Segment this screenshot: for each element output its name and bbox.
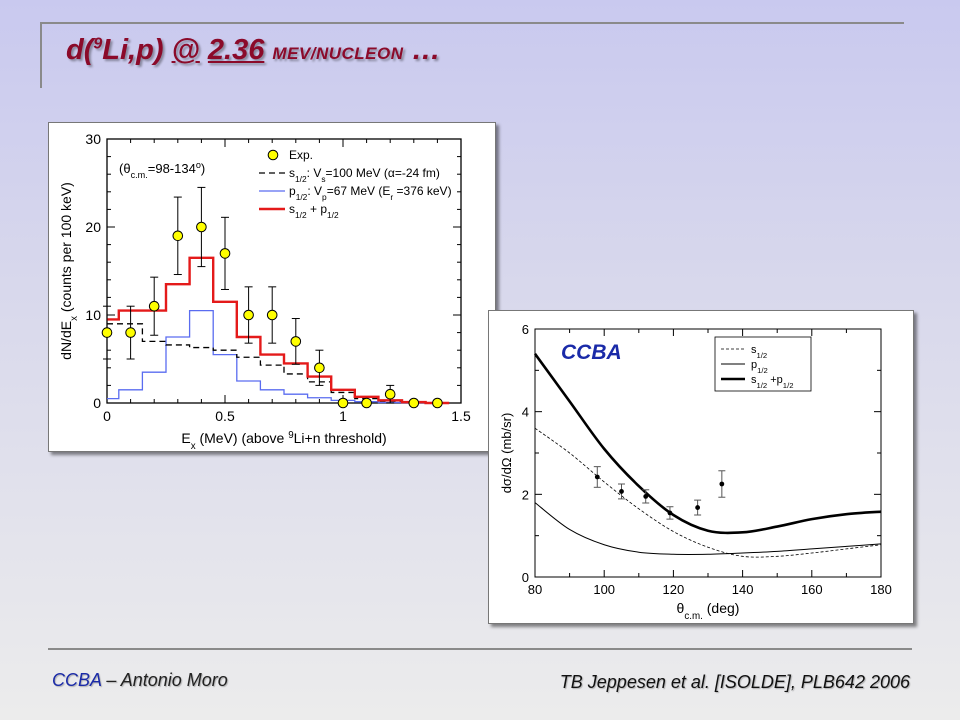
exp-data-point [643, 494, 649, 499]
x-tick-label: 0 [103, 408, 111, 424]
y-tick-label: 0 [522, 570, 529, 585]
title-suffix: … [403, 34, 441, 66]
x-tick-label: 100 [593, 582, 615, 597]
exp-data-point [196, 221, 207, 233]
left-rule [40, 22, 42, 88]
exp-data-point [361, 397, 372, 409]
exp-data-point [408, 397, 420, 409]
x-tick-label: 120 [663, 582, 685, 597]
s12-curve [534, 427, 882, 558]
y-tick-label: 30 [85, 131, 101, 147]
x-tick-label: 1.5 [451, 408, 471, 424]
legend-marker-exp [267, 149, 279, 161]
exp-data-point [432, 397, 443, 409]
exp-data-point [243, 309, 254, 321]
title-superscript: 9 [93, 35, 103, 53]
title-reaction: Li,p) [102, 34, 172, 66]
spectrum-chart-panel: 0 0.5 1 1.5 0 10 20 30 Ex (MeV) (above 9Li+n thr… [48, 122, 496, 452]
legend-label-exp: Exp. [289, 148, 313, 162]
x-axis-label: Ex (MeV) (above 9Li+n threshold) [181, 430, 386, 452]
exp-data-point [695, 505, 701, 510]
legend-label-sum: s1/2 +p1/2 [751, 374, 793, 390]
y-axis-label: dN/dEx (counts per 100 keV) [58, 182, 80, 360]
y-tick-label: 20 [85, 219, 101, 235]
ccba-label: CCBA [561, 341, 622, 364]
x-axis-label: θc.m. (deg) [677, 600, 740, 622]
x-tick-label: 80 [528, 582, 542, 597]
exp-data-point [337, 397, 349, 409]
exp-data-point [172, 230, 184, 242]
y-tick-label: 10 [85, 307, 101, 323]
p12-curve [534, 502, 882, 555]
y-tick-label: 4 [522, 405, 529, 420]
title-energy: 2.36 [207, 34, 265, 66]
exp-data-point [148, 300, 160, 312]
title-prefix: d( [66, 34, 94, 66]
footer-author-name: – Antonio Moro [101, 670, 228, 690]
top-rule [40, 22, 904, 24]
x-tick-label: 0.5 [215, 408, 235, 424]
bottom-rule [48, 648, 912, 650]
title-unit: MEV/NUCLEON [272, 44, 404, 63]
s12-step-curve [107, 323, 450, 404]
x-tick-label: 160 [801, 582, 823, 597]
slide-title: d(9Li,p) @ 2.36 MEV/NUCLEON … [66, 34, 441, 67]
sum-step-curve [107, 256, 450, 405]
legend-label-sum: s1/2 + p1/2 [289, 202, 339, 220]
spectrum-chart: 0 0.5 1 1.5 0 10 20 30 Ex (MeV) (above 9Li+n thr… [58, 131, 471, 452]
exp-data-point [667, 510, 673, 516]
y-axis-label: dσ/dΩ (mb/sr) [499, 413, 514, 494]
legend-label-s12: s1/2: Vs=100 MeV (α=-24 fm) [289, 166, 440, 184]
plot-frame [106, 138, 462, 404]
y-tick-label: 0 [93, 395, 101, 411]
exp-data-point [219, 248, 231, 259]
exp-data-point [266, 309, 278, 321]
exp-data-point [125, 327, 136, 338]
sum-curve [533, 353, 882, 535]
legend-label-p12: p1/2: Vp=67 MeV (Er =376 keV) [289, 184, 452, 202]
legend-label-p12: p1/2 [751, 359, 768, 375]
footer-author: CCBA – Antonio Moro [52, 670, 228, 691]
y-tick-label: 6 [522, 322, 529, 337]
p12-step-curve [107, 309, 450, 404]
exp-data-point [619, 489, 624, 494]
footer-reference: TB Jeppesen et al. [ISOLDE], PLB642 2006 [559, 672, 910, 692]
title-at: @ [171, 34, 200, 66]
x-tick-label: 180 [870, 582, 892, 597]
angular-distribution-chart: 80 100 120 140 160 180 0 2 4 6 θc.m. (deg) dσ/dΩ (m… [499, 322, 892, 622]
angle-range-annotation: (θc.m.=98-134o) [119, 160, 205, 180]
exp-data-point [719, 481, 725, 487]
exp-data-point [290, 336, 302, 347]
exp-data-point [384, 388, 396, 400]
legend-label-s12: s1/2 [751, 344, 767, 360]
exp-data-point [314, 362, 325, 374]
footer-ccba: CCBA [52, 670, 102, 690]
plot-frame [534, 328, 882, 578]
x-tick-label: 140 [732, 582, 754, 597]
exp-data-point [101, 327, 113, 338]
angular-distribution-panel: 80 100 120 140 160 180 0 2 4 6 θc.m. (deg) dσ/dΩ (m… [488, 310, 914, 624]
exp-data-point [594, 474, 600, 480]
x-tick-label: 1 [339, 408, 347, 424]
y-tick-label: 2 [522, 487, 529, 502]
